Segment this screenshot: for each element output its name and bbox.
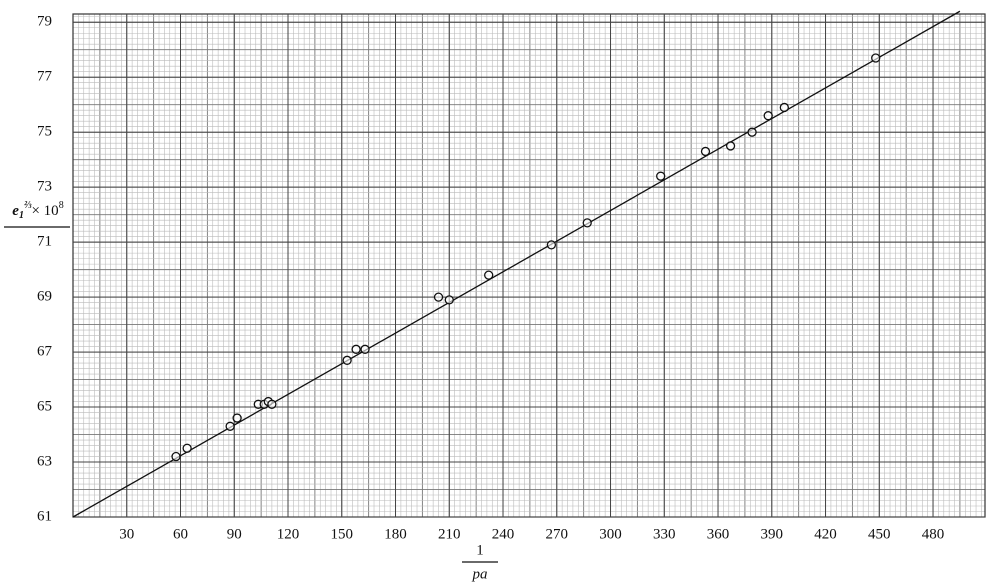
grid (72, 14, 985, 518)
y-label-sup: ⅔ (24, 200, 32, 211)
y-tick-label: 75 (37, 124, 52, 140)
x-tick-label: 390 (761, 526, 784, 542)
x-tick-label: 480 (922, 526, 945, 542)
x-tick-label: 450 (868, 526, 891, 542)
x-tick-label: 330 (653, 526, 676, 542)
plot-frame (72, 13, 986, 518)
x-tick-label: 240 (492, 526, 515, 542)
x-tick-label: 30 (119, 526, 134, 542)
data-point (582, 218, 592, 228)
x-tick-label: 150 (331, 526, 354, 542)
data-point (360, 344, 370, 354)
data-point (779, 102, 789, 113)
x-tick-label: 420 (814, 526, 837, 542)
data-point (700, 146, 711, 157)
data-point (433, 292, 444, 302)
x-tick-label: 90 (227, 526, 242, 542)
data-point (763, 111, 773, 121)
data-point (182, 443, 192, 453)
y-tick-label: 71 (37, 234, 52, 250)
x-tick-label: 180 (384, 526, 407, 542)
x-label-numerator: 1 (476, 542, 484, 558)
y-label-sub: 1 (19, 210, 24, 221)
data-point (232, 413, 242, 423)
x-tick-label: 120 (277, 526, 300, 542)
data-point (747, 127, 757, 137)
x-tick-label: 210 (438, 526, 461, 542)
data-point (871, 53, 881, 63)
data-point (725, 141, 736, 151)
data-point (171, 451, 181, 462)
y-tick-label: 65 (37, 398, 52, 414)
y-tick-label: 67 (37, 344, 53, 360)
x-tick-label: 300 (599, 526, 622, 542)
y-tick-label: 61 (37, 508, 52, 524)
y-tick-label: 79 (37, 14, 52, 30)
y-label-exp: 8 (59, 200, 64, 211)
y-label-rest: × 10 (31, 203, 58, 219)
data-point (546, 240, 557, 250)
x-tick-label: 360 (707, 526, 730, 542)
y-axis-label: e1⅔× 108 (12, 200, 63, 221)
data-point (267, 399, 277, 409)
y-tick-label: 63 (37, 453, 52, 469)
y-tick-label: 77 (37, 69, 53, 85)
x-tick-label: 60 (173, 526, 188, 542)
data-point (225, 421, 235, 431)
data-point (656, 171, 666, 181)
data-point (484, 270, 494, 280)
data-point (342, 355, 352, 365)
y-label-base: e (12, 203, 19, 219)
y-tick-label: 69 (37, 289, 52, 305)
y-tick-label: 73 (37, 179, 52, 195)
data-point (444, 295, 454, 305)
data-point (351, 344, 361, 354)
x-tick-label: 270 (546, 526, 569, 542)
x-label-denominator: pa (472, 566, 488, 582)
fit-line (72, 10, 961, 518)
